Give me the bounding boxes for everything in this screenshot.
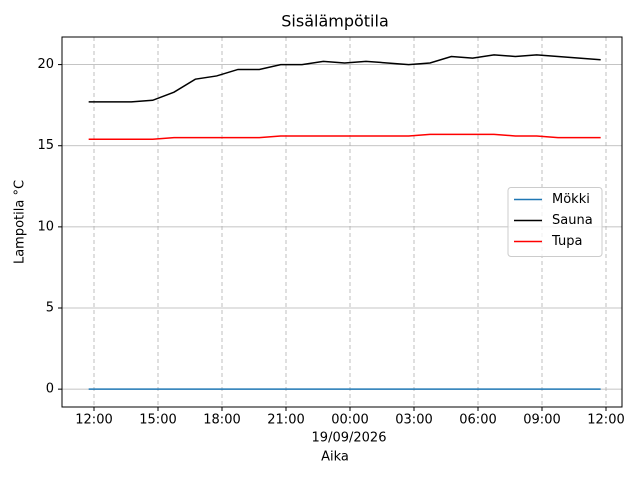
x-axis-label: Aika [321,450,349,465]
y-tick-label: 5 [46,301,54,316]
plot-frame [61,36,623,408]
chart-title: Sisälämpötila [281,12,389,31]
x-tick-label: 09:00 [523,413,560,428]
x-tick-label: 21:00 [267,413,304,428]
x-tick-label: 15:00 [139,413,176,428]
y-axis-label: Lampotila °C [13,180,28,264]
x-tick-label: 12:00 [587,413,624,428]
x-tick-label: 00:00 [331,413,368,428]
y-tick-label: 20 [37,57,54,72]
y-tick-label: 0 [46,382,54,397]
date-label: 19/09/2026 [312,431,387,446]
x-tick-label: 18:00 [203,413,240,428]
legend-label: Sauna [552,213,593,228]
x-tick-label: 06:00 [459,413,496,428]
series-line [88,54,601,103]
x-tick-label: 12:00 [75,413,112,428]
legend-label: Mökki [552,192,590,207]
y-tick-label: 10 [37,219,54,234]
y-tick-label: 15 [37,138,54,153]
x-tick-label: 03:00 [395,413,432,428]
legend-label: Tupa [551,234,582,249]
legend-box [507,187,603,257]
series-line [88,133,601,140]
